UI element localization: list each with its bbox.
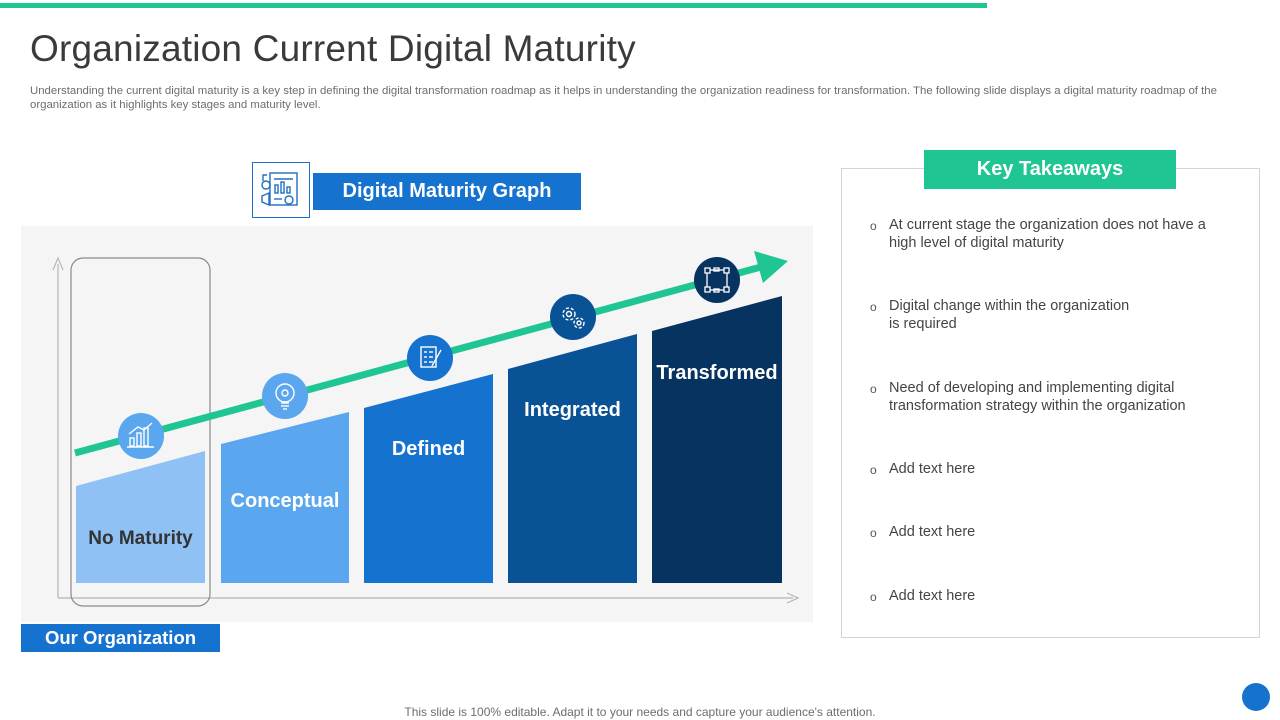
circle-bullet-icon: o — [870, 219, 877, 233]
lightbulb-idea-icon — [262, 373, 308, 419]
maturity-graph-panel — [21, 226, 813, 622]
takeaways-panel — [841, 168, 1260, 638]
circle-bullet-icon: o — [870, 590, 877, 604]
bar-transformed — [652, 296, 782, 583]
maturity-graph — [52, 251, 800, 607]
stage-label-integrated: Integrated — [524, 399, 621, 421]
current-stage-highlight — [70, 257, 211, 607]
stage-label-conceptual: Conceptual — [230, 490, 340, 512]
bar-chart-growth-icon — [118, 413, 164, 459]
page-subtitle: Understanding the current digital maturi… — [30, 85, 1217, 111]
takeaway-item: o Add text here — [870, 588, 976, 604]
our-organization-label: Our Organization — [21, 624, 220, 652]
top-accent-bar — [0, 3, 987, 8]
bar-defined — [364, 374, 493, 583]
takeaway-item: o Add text here — [870, 524, 976, 540]
takeaway-item: o At current stage the organization does… — [870, 217, 1206, 251]
gears-icon — [550, 294, 596, 340]
bar-integrated — [508, 334, 637, 583]
stage-label-transformed: Transformed — [656, 362, 778, 384]
footer-note: This slide is 100% editable. Adapt it to… — [404, 705, 876, 719]
corner-dot — [1242, 683, 1270, 711]
circle-bullet-icon: o — [870, 526, 877, 540]
takeaway-item: o Digital change within the organization… — [870, 298, 1130, 332]
bar-no-maturity — [76, 451, 205, 583]
circle-bullet-icon: o — [870, 463, 877, 477]
stage-label-no-maturity: No Maturity — [88, 528, 193, 549]
page-title: Organization Current Digital Maturity — [30, 28, 636, 69]
circle-bullet-icon: o — [870, 382, 877, 396]
takeaway-item: o Add text here — [870, 461, 976, 477]
circle-bullet-icon: o — [870, 300, 877, 314]
checklist-icon — [407, 335, 453, 381]
takeaways-heading: Key Takeaways — [924, 150, 1176, 189]
dashboard-report-icon — [252, 162, 310, 218]
bar-conceptual — [221, 412, 349, 583]
y-axis — [52, 256, 64, 598]
x-axis — [58, 592, 800, 604]
takeaway-item: o Need of developing and implementing di… — [870, 380, 1186, 414]
graph-heading: Digital Maturity Graph — [313, 173, 581, 210]
stage-label-defined: Defined — [391, 438, 466, 460]
network-nodes-icon — [694, 257, 740, 303]
